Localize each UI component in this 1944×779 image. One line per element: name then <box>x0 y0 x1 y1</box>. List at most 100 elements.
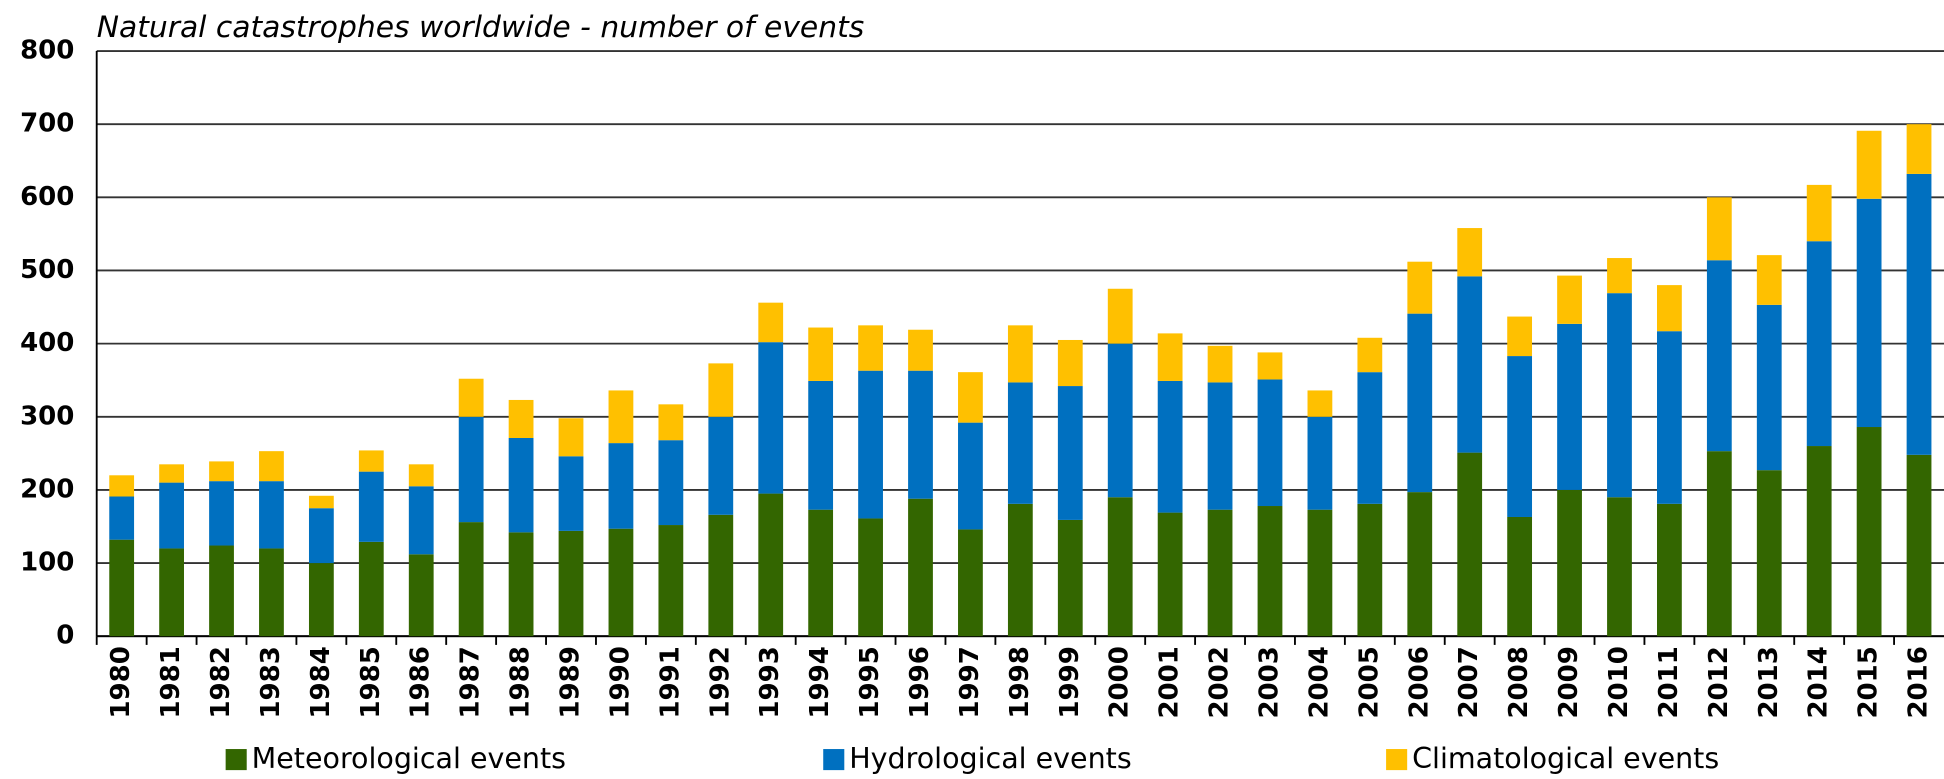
bar-segment <box>1057 339 1083 387</box>
x-tick-label: 1992 <box>705 646 735 718</box>
bar-segment <box>1906 173 1932 455</box>
bar-segment <box>958 422 983 530</box>
bar-segment <box>1207 509 1233 637</box>
legend-label: Climatological events <box>1412 742 1719 775</box>
x-tick-label: 1981 <box>156 646 186 718</box>
legend-swatch <box>225 749 247 771</box>
bar-segment <box>109 539 135 637</box>
bar-segment <box>308 495 334 509</box>
legend-swatch <box>1386 749 1408 771</box>
bar-segment <box>508 399 534 438</box>
y-tick-label: 400 <box>20 328 74 358</box>
bar-segment <box>1607 258 1632 294</box>
bar-segment <box>1057 519 1083 637</box>
bar-segment <box>1107 288 1133 344</box>
bar-segment <box>259 451 284 482</box>
bar-segment <box>1407 492 1433 637</box>
bar-segment <box>908 370 933 499</box>
bar-segment <box>1706 451 1732 637</box>
bar-segment <box>408 464 434 487</box>
bar-segment <box>1607 497 1632 637</box>
bar-segment <box>758 302 784 343</box>
bar-segment <box>1357 337 1383 373</box>
x-tick-label: 1983 <box>256 646 286 718</box>
bar-segment <box>858 370 883 519</box>
bar-segment <box>1657 331 1682 504</box>
x-tick-label: 1995 <box>855 646 885 718</box>
bar-segment <box>1507 516 1533 637</box>
x-tick-label: 2016 <box>1904 646 1934 718</box>
bar-segment <box>1756 255 1782 305</box>
x-tick-label: 2002 <box>1205 646 1235 718</box>
x-tick-label: 1994 <box>805 646 835 718</box>
y-tick-label: 300 <box>20 401 74 431</box>
bar-segment <box>1607 293 1632 498</box>
bar-segment <box>558 530 584 637</box>
bar-segment <box>1357 372 1383 504</box>
bar-segment <box>1157 512 1183 637</box>
bar-segment <box>608 443 634 529</box>
legend-swatch <box>823 749 845 771</box>
y-tick-label: 600 <box>20 182 74 212</box>
y-tick-label: 100 <box>20 548 74 578</box>
x-tick-label: 2000 <box>1105 646 1135 718</box>
bar-segment <box>1657 503 1682 637</box>
bar-segment <box>958 529 983 637</box>
bar-segment <box>458 522 484 637</box>
bar-segment <box>1856 427 1882 637</box>
bar-segment <box>1856 198 1882 428</box>
x-tick-label: 2015 <box>1854 646 1884 718</box>
x-tick-label: 2013 <box>1754 646 1784 718</box>
bar-segment <box>1057 386 1083 520</box>
bar-segment <box>908 329 933 371</box>
bar-segment <box>458 416 484 523</box>
bar-segment <box>1207 382 1233 510</box>
x-tick-label: 2010 <box>1604 646 1634 718</box>
bar-segment <box>1557 275 1582 324</box>
x-tick-label: 1988 <box>506 646 536 718</box>
bar-segment <box>1906 454 1932 637</box>
bar-segment <box>958 372 983 423</box>
x-tick-label: 2012 <box>1704 646 1734 718</box>
x-tick-label: 1998 <box>1005 646 1035 718</box>
bar-segment <box>159 548 184 637</box>
y-tick-label: 200 <box>20 474 74 504</box>
bar-segment <box>358 450 384 472</box>
chart-title: Natural catastrophes worldwide - number … <box>97 10 865 45</box>
x-tick-label: 2007 <box>1454 646 1484 718</box>
bar-segment <box>1856 130 1882 199</box>
bar-segment <box>109 496 135 540</box>
bar-segment <box>1507 356 1533 517</box>
x-tick-label: 1987 <box>456 646 486 718</box>
bar-segment <box>358 541 384 637</box>
bar-segment <box>1357 503 1383 637</box>
x-tick-label: 1982 <box>206 646 236 718</box>
bar-segment <box>508 437 534 533</box>
bar-segment <box>1257 352 1283 380</box>
bar-segment <box>608 528 634 637</box>
bar-segment <box>1906 124 1932 174</box>
bar-segment <box>1457 276 1483 453</box>
x-tick-label: 2011 <box>1654 646 1684 718</box>
bar-segment <box>308 563 334 637</box>
x-tick-label: 1984 <box>306 646 336 718</box>
bar-segment <box>908 498 933 637</box>
bar-segment <box>1207 345 1233 383</box>
bar-segment <box>1806 184 1832 242</box>
bar-segment <box>408 486 434 555</box>
bar-segment <box>1806 241 1832 447</box>
bar-segment <box>1806 446 1832 637</box>
x-tick-label: 2014 <box>1804 646 1834 718</box>
bar-segment <box>308 508 334 564</box>
y-tick-label: 800 <box>20 36 74 66</box>
bar-segment <box>1457 452 1483 637</box>
bar-segment <box>1457 228 1483 277</box>
bar-segment <box>358 471 384 542</box>
bar-segment <box>808 509 834 637</box>
x-tick-label: 2003 <box>1254 646 1284 718</box>
bar-segment <box>1557 489 1582 637</box>
bar-segment <box>1756 470 1782 637</box>
x-tick-label: 2006 <box>1404 646 1434 718</box>
